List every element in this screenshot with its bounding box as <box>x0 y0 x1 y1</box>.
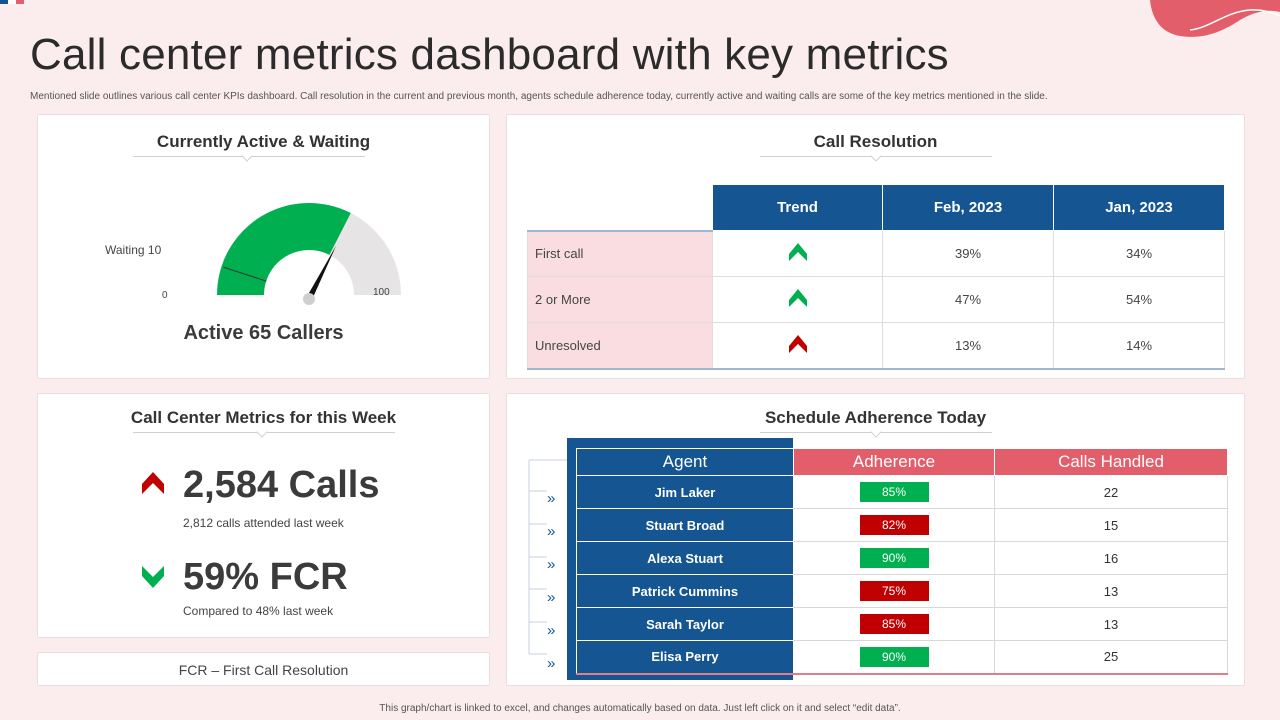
feb-value: 47% <box>882 276 1054 323</box>
fcr-subtext: Compared to 48% last week <box>183 604 334 618</box>
chevron-up-icon <box>141 470 165 501</box>
column-header-jan: Jan, 2023 <box>1053 184 1225 231</box>
adherence-badge: 85% <box>859 482 929 502</box>
row-label: Unresolved <box>527 322 713 370</box>
calls-handled: 15 <box>994 508 1228 542</box>
calls-handled: 13 <box>994 574 1228 608</box>
column-header-feb: Feb, 2023 <box>882 184 1054 231</box>
double-chevron-icon: » <box>547 622 556 639</box>
gauge-max-label: 100 <box>373 287 390 298</box>
calls-subtext: 2,812 calls attended last week <box>183 516 344 530</box>
agent-name: Elisa Perry <box>576 640 794 675</box>
fcr-note-card: FCR – First Call Resolution <box>37 652 490 686</box>
schedule-adherence-card: Schedule Adherence Today » » » » » » Age… <box>506 393 1245 686</box>
call-resolution-card: Call Resolution Trend Feb, 2023 Jan, 202… <box>506 114 1245 379</box>
agent-name: Patrick Cummins <box>576 574 794 608</box>
table-row: Unresolved 13% 14% <box>527 322 1225 370</box>
table-row: Patrick Cummins 75% 13 <box>576 574 1228 608</box>
gauge-waiting-marker <box>223 266 267 282</box>
jan-value: 34% <box>1053 230 1225 277</box>
table-row: Alexa Stuart 90% 16 <box>576 541 1228 575</box>
gauge-min-label: 0 <box>162 290 168 301</box>
adherence-badge: 90% <box>859 646 929 667</box>
table-row: First call 39% 34% <box>527 230 1225 277</box>
agent-name: Jim Laker <box>576 475 794 509</box>
adherence-badge: 90% <box>859 548 929 568</box>
agent-name: Sarah Taylor <box>576 607 794 641</box>
call-resolution-table: Trend Feb, 2023 Jan, 2023 First call 39%… <box>527 184 1225 370</box>
corner-accent <box>0 0 24 4</box>
calls-handled: 16 <box>994 541 1228 575</box>
calls-value: 2,584 Calls <box>183 464 380 506</box>
decorative-wave <box>1150 0 1280 37</box>
row-label: 2 or More <box>527 276 713 323</box>
table-row: Elisa Perry 90% 25 <box>576 640 1228 675</box>
weekly-metrics-title: Call Center Metrics for this Week <box>130 408 397 427</box>
calls-handled: 22 <box>994 475 1228 509</box>
calls-handled: 25 <box>994 640 1228 675</box>
gauge-waiting-label: Waiting 10 <box>105 243 162 257</box>
chevron-down-icon <box>141 564 165 595</box>
page-subtitle: Mentioned slide outlines various call ce… <box>30 91 1048 102</box>
column-header-agent: Agent <box>576 448 794 476</box>
table-row: Sarah Taylor 85% 13 <box>576 607 1228 641</box>
double-chevron-icon: » <box>547 490 556 507</box>
page-title: Call center metrics dashboard with key m… <box>30 30 949 79</box>
row-label: First call <box>527 230 713 277</box>
feb-value: 13% <box>882 322 1054 370</box>
row-guide-lines <box>528 459 567 655</box>
schedule-adherence-title: Schedule Adherence Today <box>764 408 987 427</box>
gauge-needle <box>306 245 337 301</box>
call-resolution-title: Call Resolution <box>813 132 938 151</box>
agent-name: Alexa Stuart <box>576 541 794 575</box>
double-chevron-icon: » <box>547 655 556 672</box>
schedule-adherence-table: Agent Adherence Calls Handled Jim Laker … <box>576 448 1228 675</box>
footer-note: This graph/chart is linked to excel, and… <box>379 703 901 714</box>
column-header-adherence: Adherence <box>793 448 995 476</box>
adherence-badge: 75% <box>859 581 929 601</box>
active-waiting-title: Currently Active & Waiting <box>156 132 371 151</box>
gauge-chart <box>217 203 401 305</box>
adherence-badge: 82% <box>859 515 929 535</box>
active-waiting-card: Currently Active & Waiting Waiting 10 0 … <box>37 114 490 379</box>
calls-handled: 13 <box>994 607 1228 641</box>
up-arrow-icon <box>788 243 808 265</box>
adherence-badge: 85% <box>859 614 929 634</box>
double-chevron-icon: » <box>547 523 556 540</box>
fcr-note: FCR – First Call Resolution <box>178 662 349 678</box>
agent-name: Stuart Broad <box>576 508 794 542</box>
double-chevron-icon: » <box>547 589 556 606</box>
gauge-active-label: Active 65 Callers <box>183 322 344 344</box>
column-header-trend: Trend <box>712 184 883 231</box>
fcr-value: 59% FCR <box>183 556 348 598</box>
column-header-calls-handled: Calls Handled <box>994 448 1228 476</box>
gauge-hub <box>303 293 315 305</box>
table-row: Stuart Broad 82% 15 <box>576 508 1228 542</box>
double-chevron-icon: » <box>547 556 556 573</box>
jan-value: 14% <box>1053 322 1225 370</box>
up-arrow-icon <box>788 334 808 357</box>
up-arrow-icon <box>788 289 808 311</box>
table-row: Jim Laker 85% 22 <box>576 475 1228 509</box>
row-arrow-list: » » » » » » <box>547 482 555 680</box>
weekly-metrics-card: Call Center Metrics for this Week 2,584 … <box>37 393 490 638</box>
gauge-active-fill <box>217 203 351 295</box>
table-row: 2 or More 47% 54% <box>527 276 1225 323</box>
jan-value: 54% <box>1053 276 1225 323</box>
feb-value: 39% <box>882 230 1054 277</box>
